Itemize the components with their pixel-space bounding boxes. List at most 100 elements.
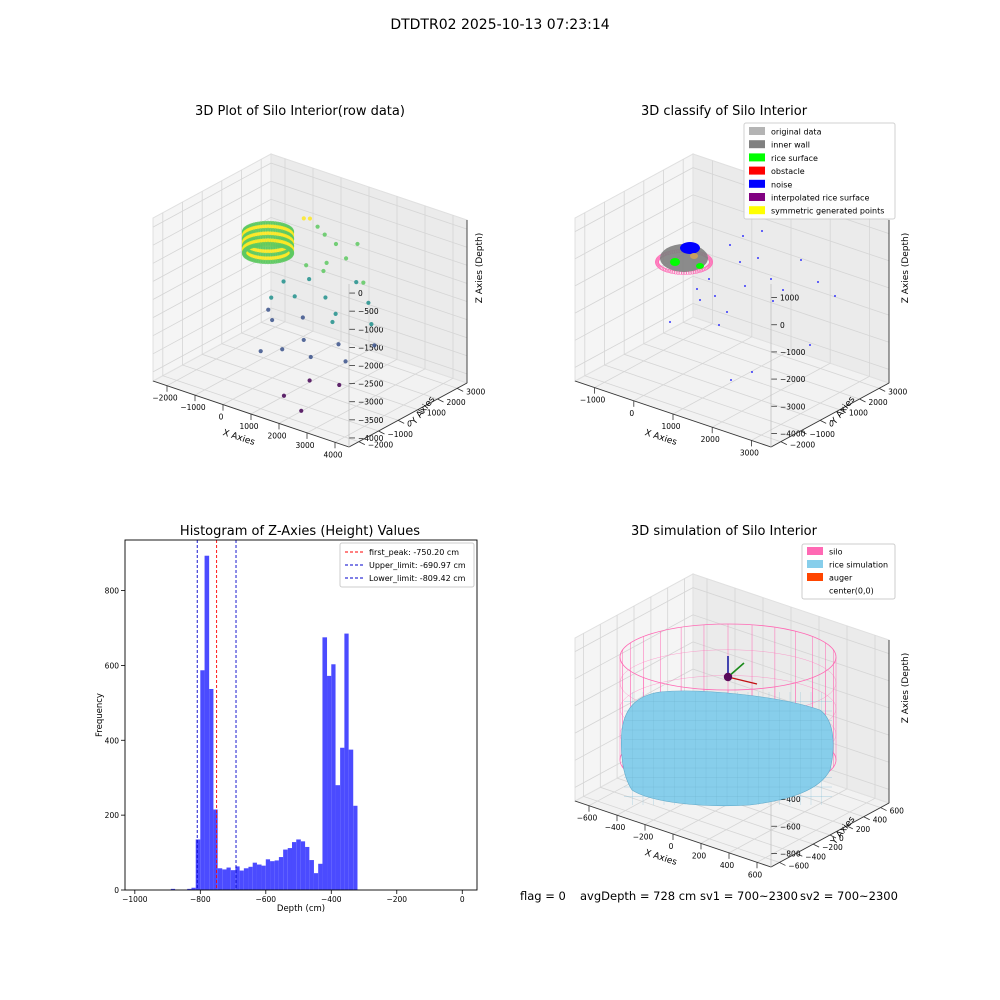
y-axis-label: Frequency xyxy=(95,693,105,737)
legend-swatch xyxy=(749,140,765,149)
y-tick xyxy=(800,430,807,435)
noise-point xyxy=(669,321,671,323)
noise-point xyxy=(699,299,701,301)
wall-ring-point xyxy=(669,269,674,274)
x-tick-label: −1000 xyxy=(122,895,148,904)
y-tick-label: 1000 xyxy=(849,409,868,418)
raw-data-point xyxy=(280,347,285,352)
histogram-bar xyxy=(235,866,240,890)
noise-point xyxy=(714,295,716,297)
y-gridline xyxy=(682,159,880,389)
raw-data-point xyxy=(366,300,371,305)
y-tick-label: 3000 xyxy=(888,387,907,396)
legend-swatch xyxy=(749,179,765,188)
noise-point xyxy=(757,257,759,259)
z-tick-label: −400 xyxy=(780,795,801,804)
z-tick-label: −3000 xyxy=(780,402,806,411)
y-tick-label: 600 xyxy=(890,807,905,816)
histogram-bar xyxy=(344,633,349,890)
raw-data-point xyxy=(355,241,360,247)
wall-ring-point xyxy=(698,268,703,273)
raw-data-point xyxy=(299,408,304,413)
raw-data-point xyxy=(336,342,341,347)
y-tick-label: 0 xyxy=(407,419,412,428)
z-tick-label: −2000 xyxy=(358,362,384,371)
z-gridline xyxy=(152,289,468,357)
y-tick-label: −2000 xyxy=(790,441,816,450)
x-tick-label: −1000 xyxy=(580,396,606,405)
y-tick xyxy=(846,825,854,830)
panel2-legend: original data inner wall rice surface obsta… xyxy=(743,122,896,220)
z-tick-label: −800 xyxy=(780,849,801,858)
noise-point xyxy=(744,285,746,287)
raw-data-point xyxy=(372,343,377,348)
z-axis-label: Z Axies (Depth) xyxy=(475,233,485,304)
x-gridline xyxy=(278,196,398,424)
panel1-raw-data: −2000−100001000200030004000−2000−1000010… xyxy=(151,153,485,459)
y-tick-label: 1000 xyxy=(427,409,446,418)
histogram-bar xyxy=(256,864,262,890)
y-gridline xyxy=(599,624,797,854)
legend-label: center(0,0) xyxy=(829,587,874,596)
noise-cluster xyxy=(680,242,700,254)
x-gridline xyxy=(194,168,314,396)
z-tick-label: −1000 xyxy=(358,325,384,334)
raw-data-point xyxy=(258,349,263,354)
x-axis-line xyxy=(574,380,772,448)
y-tick xyxy=(397,419,405,424)
raw-ring-point xyxy=(289,249,295,255)
z-gridline xyxy=(574,587,890,654)
raw-data-point xyxy=(301,337,306,343)
x-tick-label: 3000 xyxy=(295,441,314,450)
z-tick-label: −2000 xyxy=(780,375,806,384)
histogram-bar xyxy=(170,888,176,890)
rice-surface-patch xyxy=(670,258,680,266)
histogram-bar xyxy=(348,749,354,890)
panel2-title: 3D classify of Silo Interior xyxy=(640,104,808,119)
panel2-classify: −10000100020003000−2000−1000010002000300… xyxy=(573,122,911,457)
histogram-bar xyxy=(226,867,231,890)
raw-data-point xyxy=(343,256,349,261)
z-tick-label: −2500 xyxy=(358,380,384,389)
y-gridline xyxy=(604,202,801,432)
z-gridline xyxy=(574,194,890,262)
x-tick-label: −600 xyxy=(577,814,598,823)
y-gridline xyxy=(616,615,814,845)
z-gridline xyxy=(574,275,890,343)
figure-suptitle: DTDTR02 2025-10-13 07:23:14 xyxy=(390,17,610,33)
raw-data-point xyxy=(323,295,328,300)
histogram-bar xyxy=(305,846,310,890)
panel4-legend: silo rice simulation auger center(0,0) xyxy=(801,543,896,600)
raw-data-point xyxy=(343,359,348,364)
center-marker xyxy=(723,672,733,682)
legend-frame xyxy=(801,543,896,600)
y-gridline xyxy=(663,170,860,400)
noise-point xyxy=(800,259,802,261)
histogram-bar xyxy=(274,860,279,890)
histogram-bar xyxy=(213,809,218,890)
wall-ring-point xyxy=(667,269,672,274)
panel3-title: Histogram of Z-Axies (Height) Values xyxy=(179,524,421,539)
raw-data-point xyxy=(337,382,342,388)
x-tick-label: −400 xyxy=(321,895,342,904)
histogram-bar xyxy=(309,860,314,890)
histogram-bar xyxy=(209,688,214,890)
x-gridline xyxy=(166,158,286,387)
y-tick xyxy=(859,398,866,403)
panel4-title: 3D simulation of Silo Interior xyxy=(631,524,817,539)
x-axis-label: Depth (cm) xyxy=(277,904,325,914)
legend-swatch xyxy=(749,206,765,215)
raw-data-point xyxy=(333,311,338,316)
wall-ring-point xyxy=(694,269,699,274)
legend-swatch xyxy=(807,560,823,568)
z-tick-label: 0 xyxy=(358,289,363,298)
z-axis-label: Z Axies (Depth) xyxy=(901,233,911,304)
y-tick-label: 400 xyxy=(105,736,120,745)
plot-area xyxy=(125,540,477,890)
y-tick xyxy=(812,843,820,848)
raw-data-point xyxy=(369,321,374,327)
noise-point xyxy=(739,261,741,263)
y-tick xyxy=(878,387,886,392)
obstacle-patch xyxy=(690,253,698,259)
histogram-bar xyxy=(322,637,328,890)
